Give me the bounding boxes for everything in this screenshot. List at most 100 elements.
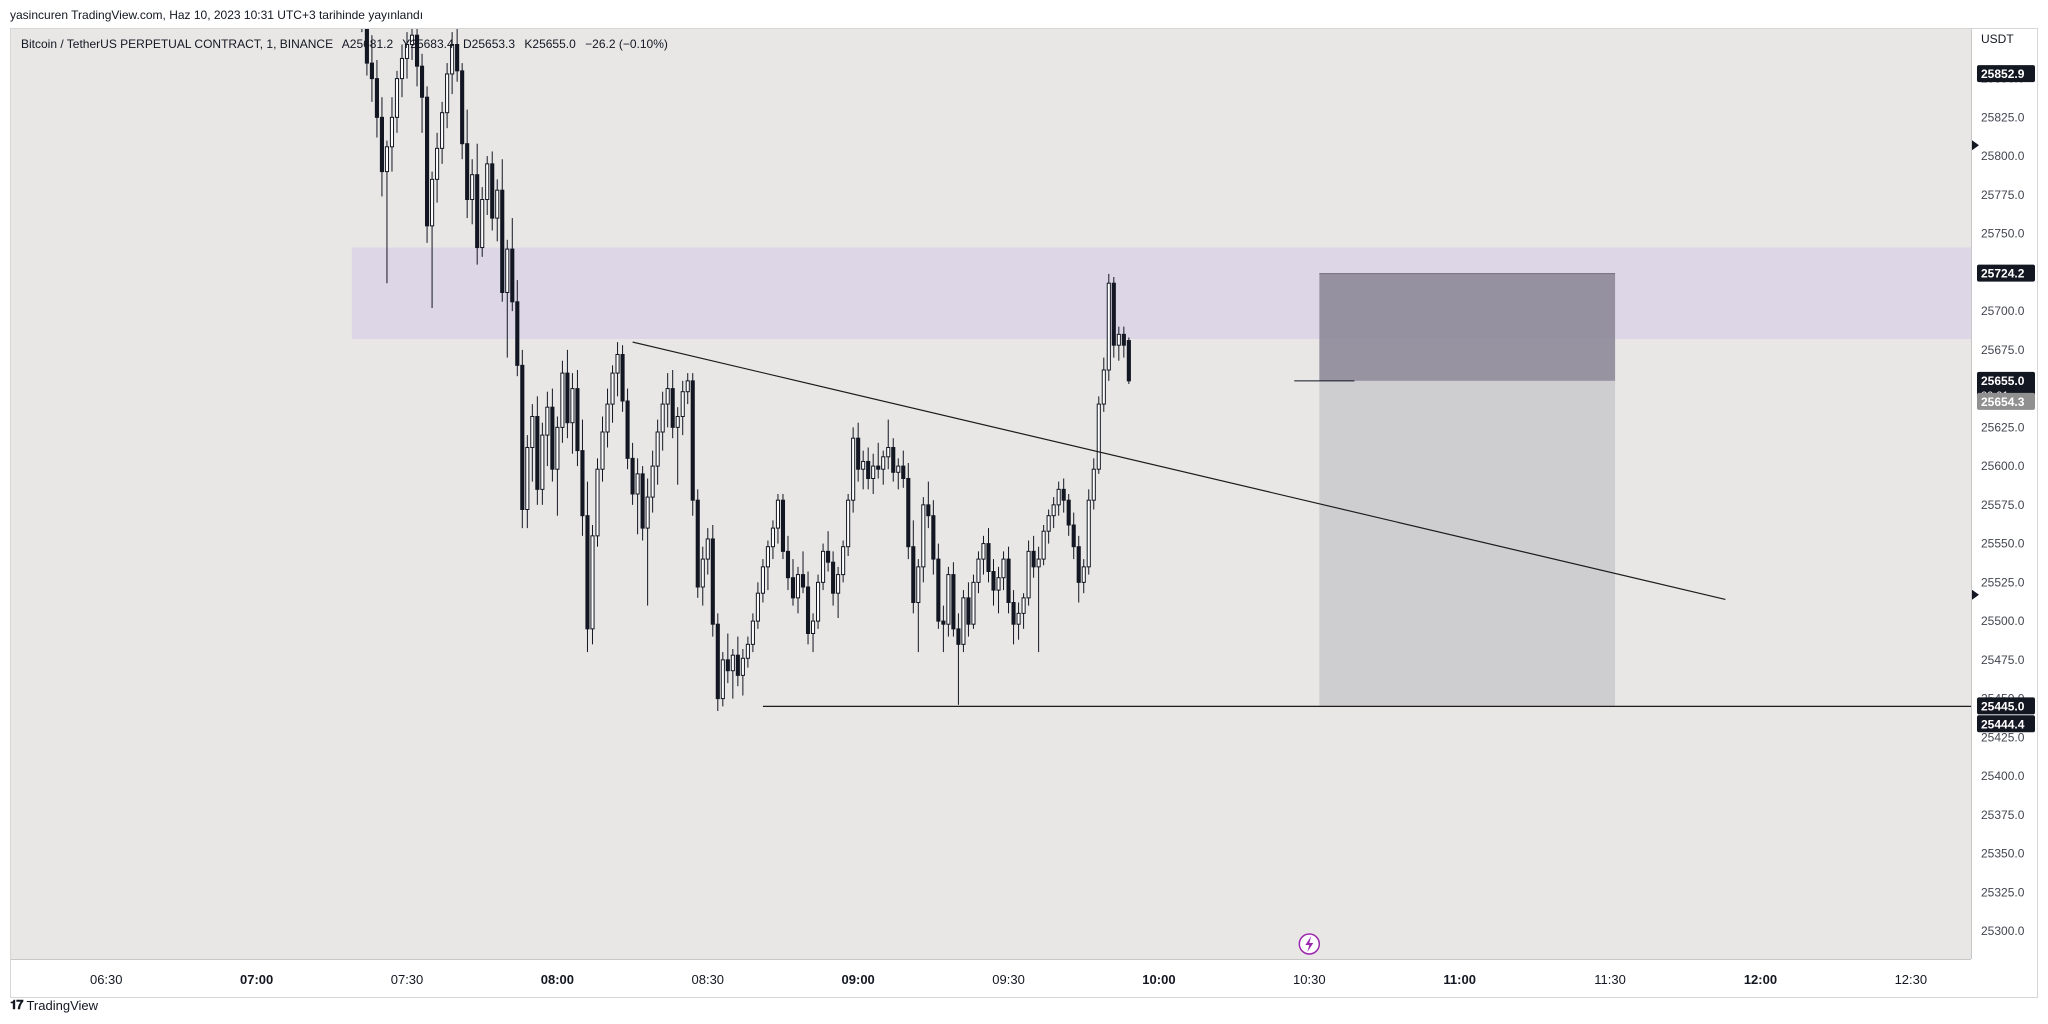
candle[interactable] [1126,337,1131,384]
candle[interactable] [580,419,585,536]
candle[interactable] [389,97,395,172]
candle[interactable] [780,494,786,560]
candle[interactable] [1111,277,1116,358]
candle[interactable] [1036,546,1041,653]
candle[interactable] [1081,559,1086,594]
candle[interactable] [951,562,956,637]
candle[interactable] [500,159,505,302]
candle[interactable] [991,559,996,606]
candle[interactable] [670,370,675,439]
candle[interactable] [695,489,700,598]
candle[interactable] [740,649,745,696]
candle[interactable] [1086,489,1091,575]
tradingview-logo-icon[interactable]: 𝟏𝟕 [10,998,24,1013]
candle[interactable] [886,419,891,470]
candle[interactable] [445,63,450,129]
candle[interactable] [851,427,856,513]
candle[interactable] [826,531,831,572]
candle[interactable] [495,179,500,242]
candle[interactable] [765,540,770,591]
candle[interactable] [620,345,625,412]
candle[interactable] [645,478,650,606]
candle[interactable] [1051,497,1056,529]
candle[interactable] [760,559,765,603]
candle[interactable] [846,494,851,556]
candle[interactable] [600,416,605,482]
candle[interactable] [430,171,435,308]
candle[interactable] [981,535,986,575]
candle[interactable] [525,435,530,529]
candle[interactable] [1016,602,1021,640]
candle[interactable] [876,442,881,479]
candle[interactable] [394,70,400,133]
candle[interactable] [946,566,951,637]
short-position-stop-zone[interactable] [1319,273,1616,381]
candle[interactable] [685,373,690,405]
candle[interactable] [590,525,595,645]
candle[interactable] [901,450,906,488]
candle[interactable] [821,543,826,591]
candle[interactable] [1011,590,1016,645]
candle[interactable] [705,528,710,575]
candle[interactable] [1106,273,1111,381]
candle[interactable] [700,546,705,606]
candle[interactable] [485,156,490,215]
footer-logo-text[interactable]: TradingView [26,998,99,1013]
candle[interactable] [665,373,670,428]
candle[interactable] [425,86,430,243]
candle[interactable] [861,450,866,490]
candle[interactable] [906,463,911,560]
candle[interactable] [440,101,445,164]
candle[interactable] [515,280,520,377]
candle[interactable] [871,453,876,494]
candle[interactable] [841,540,846,583]
candle[interactable] [475,143,480,265]
candle[interactable] [675,407,680,485]
candle[interactable] [570,373,575,454]
candle[interactable] [1096,396,1101,474]
candle[interactable] [931,500,936,575]
candle[interactable] [650,450,655,513]
candle[interactable] [710,525,715,637]
candle[interactable] [715,613,720,711]
candle[interactable] [530,404,535,482]
candle[interactable] [745,636,750,668]
candle[interactable] [655,419,660,485]
candle[interactable] [1121,326,1126,358]
candle[interactable] [680,380,685,436]
candle[interactable] [550,388,555,482]
candle[interactable] [575,370,580,467]
candle[interactable] [896,458,901,490]
candle[interactable] [1021,593,1026,629]
candle[interactable] [1101,357,1106,412]
candle[interactable] [409,29,415,60]
candle[interactable] [891,438,896,482]
candle[interactable] [560,360,565,443]
candle[interactable] [369,35,374,102]
candle[interactable] [630,442,635,505]
candle[interactable] [805,571,811,645]
candle[interactable] [555,416,560,516]
candle[interactable] [635,458,640,535]
candle[interactable] [450,32,455,95]
candle[interactable] [615,342,620,397]
candle[interactable] [505,239,510,358]
candle[interactable] [936,543,941,629]
candle[interactable] [480,187,485,257]
candle[interactable] [1076,535,1081,603]
candle[interactable] [660,391,665,451]
candle[interactable] [510,218,515,312]
candle[interactable] [966,582,971,637]
candle[interactable] [800,551,806,594]
candle[interactable] [775,494,781,544]
candle[interactable] [730,649,735,699]
candle[interactable] [374,60,379,138]
candle[interactable] [926,481,931,529]
candle[interactable] [971,574,976,629]
candle[interactable] [986,528,991,583]
candle[interactable] [1091,458,1096,510]
candle[interactable] [379,97,385,197]
candle[interactable] [795,566,801,614]
candle[interactable] [1061,478,1066,513]
candle[interactable] [610,365,615,423]
